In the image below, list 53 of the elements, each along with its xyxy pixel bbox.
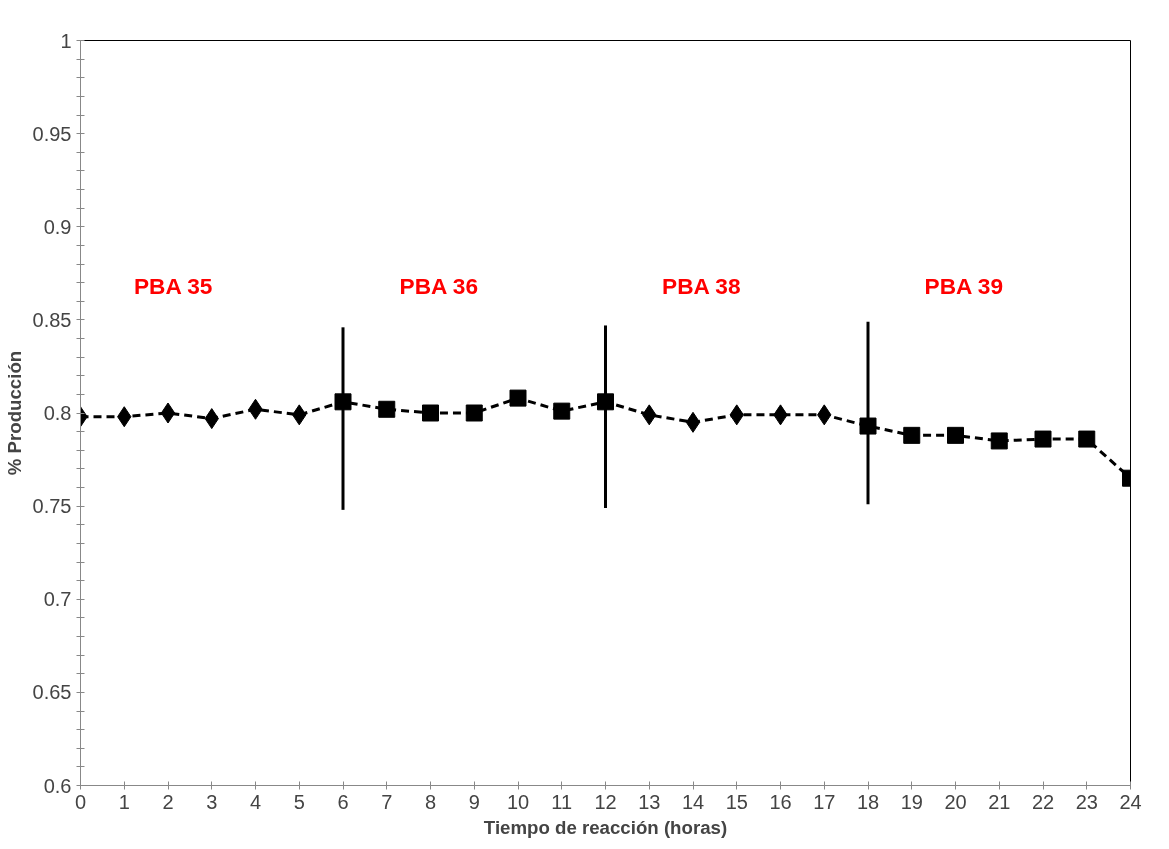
x-tick-label: 5 — [293, 790, 305, 813]
point — [160, 402, 176, 424]
y-tick-label: 0.9 — [43, 215, 72, 238]
x-tick-label: 24 — [1119, 790, 1142, 813]
annotation: PBA 36 — [399, 273, 479, 300]
y-axis-title: % Producción — [3, 350, 25, 476]
y-tick-label: 1 — [60, 29, 72, 52]
x-tick-label: 14 — [681, 790, 705, 813]
y-tick-label: 0.75 — [32, 495, 72, 518]
y-tick-label: 0.7 — [43, 588, 72, 611]
point — [990, 432, 1008, 450]
x-tick-label: 0 — [74, 790, 87, 813]
x-axis-title: Tiempo de reacción (horas) — [483, 816, 728, 838]
point — [1078, 430, 1096, 448]
point — [378, 400, 396, 418]
y-tick-label: 0.8 — [43, 402, 72, 424]
x-tick-label: 13 — [638, 790, 661, 813]
point — [553, 402, 571, 420]
x-tick-label: 18 — [856, 790, 880, 813]
y-tick-label: 0.85 — [32, 308, 72, 331]
x-tick-label: 6 — [337, 790, 349, 813]
x-tick-label: 23 — [1075, 790, 1098, 813]
annotation: PBA 39 — [924, 273, 1004, 300]
point — [903, 426, 921, 444]
x-tick-label: 22 — [1031, 790, 1055, 813]
x-tick-label: 9 — [468, 790, 480, 813]
point — [465, 404, 483, 422]
y-tick-label: 0.95 — [32, 122, 72, 145]
x-tick-label: 1 — [118, 790, 130, 813]
point — [509, 389, 527, 407]
x-tick-label: 10 — [506, 790, 530, 813]
x-tick-label: 15 — [725, 790, 748, 813]
y-tick-label: 0.65 — [32, 681, 72, 704]
point — [1034, 430, 1052, 448]
x-tick-label: 3 — [206, 790, 218, 813]
x-tick-label: 19 — [900, 790, 923, 813]
annotation: PBA 35 — [133, 273, 213, 300]
x-tick-label: 2 — [162, 790, 174, 813]
y-tick-label: 0.6 — [43, 774, 72, 797]
x-tick-label: 16 — [769, 790, 792, 813]
x-tick-label: 20 — [944, 790, 967, 813]
annotation: PBA 38 — [662, 273, 741, 300]
point — [422, 404, 439, 422]
x-tick-label: 12 — [594, 790, 617, 813]
x-tick-label: 4 — [249, 790, 262, 813]
x-tick-label: 7 — [381, 790, 393, 813]
point — [859, 417, 877, 435]
x-tick-label: 8 — [424, 790, 437, 813]
x-tick-label: 21 — [988, 790, 1011, 813]
point — [947, 426, 964, 444]
point — [685, 411, 701, 433]
x-tick-label: 17 — [813, 790, 836, 813]
x-tick-label: 11 — [551, 790, 573, 813]
